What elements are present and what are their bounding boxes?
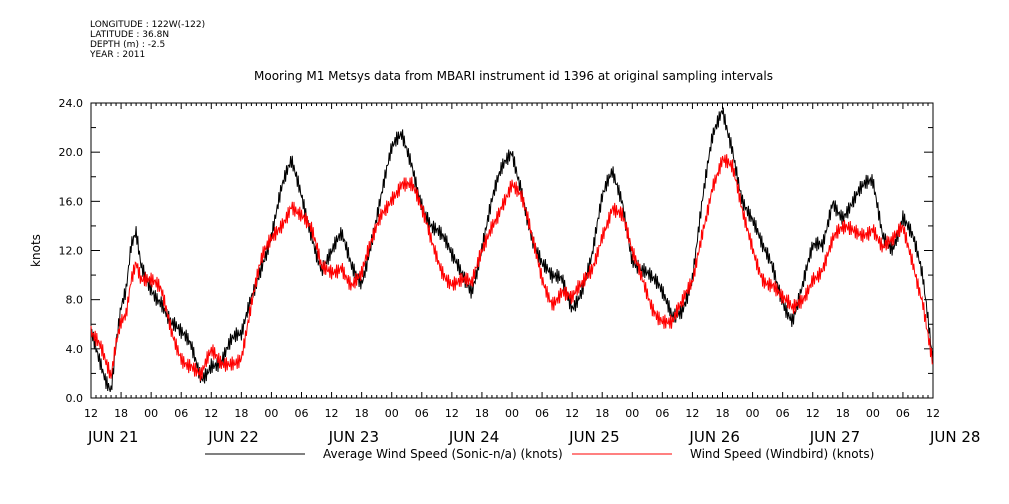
y-axis-label: knots	[29, 234, 43, 267]
x-tick-label: 12	[806, 407, 820, 420]
meta-depth: DEPTH (m) : -2.5	[90, 40, 166, 50]
x-tick-label: 18	[234, 407, 248, 420]
x-tick-label: 06	[535, 407, 549, 420]
meta-latitude: LATITUDE : 36.8N	[90, 30, 170, 40]
meta-longitude: LONGITUDE : 122W(-122)	[90, 20, 206, 30]
y-tick-label: 4.0	[66, 343, 84, 356]
x-day-label: JUN 27	[809, 428, 860, 446]
x-tick-label: 12	[325, 407, 339, 420]
x-tick-label: 18	[355, 407, 369, 420]
series-line-1	[90, 154, 934, 381]
x-tick-label: 00	[505, 407, 519, 420]
meta-year: YEAR : 2011	[90, 50, 146, 60]
x-tick-label: 00	[144, 407, 158, 420]
x-tick-label: 00	[866, 407, 880, 420]
y-tick-label: 20.0	[59, 146, 84, 159]
x-day-label: JUN 25	[568, 428, 619, 446]
y-tick-label: 8.0	[66, 294, 84, 307]
x-tick-label: 00	[746, 407, 760, 420]
x-tick-label: 12	[685, 407, 699, 420]
legend-label-windbird: Wind Speed (Windbird) (knots)	[690, 447, 874, 461]
x-tick-label: 00	[385, 407, 399, 420]
x-tick-label: 12	[84, 407, 98, 420]
plot-frame	[90, 102, 934, 399]
x-day-label: JUN 24	[448, 428, 499, 446]
x-day-label: JUN 28	[929, 428, 980, 446]
x-tick-label: 18	[595, 407, 609, 420]
x-tick-label: 06	[896, 407, 910, 420]
x-tick-label: 12	[445, 407, 459, 420]
y-tick-label: 24.0	[59, 97, 84, 110]
y-tick-label: 16.0	[59, 195, 84, 208]
x-tick-label: 12	[565, 407, 579, 420]
x-tick-label: 06	[776, 407, 790, 420]
series-line-0	[90, 107, 934, 393]
legend-label-average: Average Wind Speed (Sonic-n/a) (knots)	[323, 447, 563, 461]
metadata-block: LONGITUDE : 122W(-122) LATITUDE : 36.8N …	[90, 20, 205, 60]
x-tick-label: 18	[836, 407, 850, 420]
x-day-label: JUN 26	[688, 428, 739, 446]
x-day-label: JUN 23	[328, 428, 379, 446]
x-tick-label: 00	[264, 407, 278, 420]
x-tick-label: 12	[926, 407, 940, 420]
y-tick-label: 0.0	[66, 392, 84, 405]
x-tick-label: 18	[716, 407, 730, 420]
x-tick-label: 18	[114, 407, 128, 420]
x-tick-label: 00	[625, 407, 639, 420]
chart-title: Mooring M1 Metsys data from MBARI instru…	[254, 69, 773, 83]
x-tick-label: 12	[204, 407, 218, 420]
x-tick-label: 06	[415, 407, 429, 420]
y-tick-label: 12.0	[59, 245, 84, 258]
x-tick-label: 06	[655, 407, 669, 420]
x-tick-label: 18	[475, 407, 489, 420]
x-tick-label: 06	[174, 407, 188, 420]
x-tick-label: 06	[295, 407, 309, 420]
x-day-label: JUN 22	[207, 428, 258, 446]
x-day-label: JUN 21	[87, 428, 138, 446]
